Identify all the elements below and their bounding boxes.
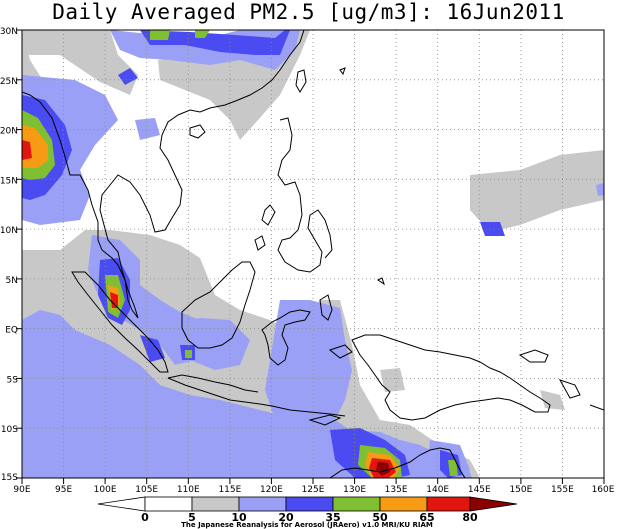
lon-label-135e: 135E (385, 485, 408, 495)
colorbar-label-5: 5 (188, 511, 196, 524)
lat-label-25n: 25N (0, 77, 18, 87)
lon-label-120e: 120E (260, 485, 283, 495)
colorbar-label-65: 65 (419, 511, 434, 524)
lon-labels: 90E 95E 100E 105E 110E 115E 120E 125E 13… (13, 485, 614, 495)
colorbar-label-10: 10 (231, 511, 247, 524)
lon-label-145e: 145E (468, 485, 491, 495)
colorbar-seg-1 (144, 496, 193, 512)
lon-label-90e: 90E (13, 485, 30, 495)
colorbar-seg-2 (191, 496, 240, 512)
lon-label-95e: 95E (55, 485, 72, 495)
grid-lines (22, 30, 604, 478)
lon-label-160e: 160E (592, 485, 615, 495)
lat-label-20n: 20N (0, 127, 18, 137)
colorbar-seg-5 (332, 496, 381, 512)
lat-label-30n: 30N (0, 27, 18, 37)
colorbar-seg-3 (238, 496, 287, 512)
colorbar-seg-8 (469, 496, 518, 512)
lon-label-155e: 155E (551, 485, 574, 495)
colorbar-seg-4 (285, 496, 334, 512)
colorbar-seg-7 (426, 496, 471, 512)
lat-label-15n: 15N (0, 176, 18, 186)
level-darkred (376, 462, 390, 476)
colorbar (97, 496, 518, 512)
lat-label-15s: 15S (1, 473, 18, 483)
map-title: Daily Averaged PM2.5 [ug/m3]: 16Jun2011 (52, 0, 565, 24)
lat-label-10n: 10N (0, 226, 18, 236)
lon-label-100e: 100E (94, 485, 117, 495)
colorbar-labels: 0 5 10 20 35 50 65 80 (141, 511, 478, 524)
lon-label-130e: 130E (343, 485, 366, 495)
lon-label-125e: 125E (302, 485, 325, 495)
lat-label-10s: 10S (1, 425, 18, 435)
colorbar-seg-0 (97, 496, 146, 512)
lon-label-105e: 105E (135, 485, 158, 495)
colorbar-label-35: 35 (325, 511, 340, 524)
lon-label-140e: 140E (426, 485, 449, 495)
lon-label-150e: 150E (509, 485, 532, 495)
lon-label-110e: 110E (177, 485, 200, 495)
lat-labels: 30N 25N 20N 15N 10N 5N EQ 5S 10S 15S (0, 27, 18, 483)
lat-label-eq: EQ (5, 326, 18, 336)
lat-label-5n: 5N (6, 276, 18, 286)
lat-label-5s: 5S (7, 375, 19, 385)
concentration-field (22, 30, 604, 478)
colorbar-label-50: 50 (372, 511, 388, 524)
colorbar-label-80: 80 (462, 511, 478, 524)
coastlines (22, 30, 604, 478)
colorbar-label-0: 0 (141, 511, 149, 524)
credit-line: The Japanese Reanalysis for Aerosol (JRA… (181, 521, 433, 529)
colorbar-label-20: 20 (278, 511, 294, 524)
lon-label-115e: 115E (218, 485, 241, 495)
colorbar-seg-6 (379, 496, 428, 512)
tick-marks (16, 29, 605, 484)
